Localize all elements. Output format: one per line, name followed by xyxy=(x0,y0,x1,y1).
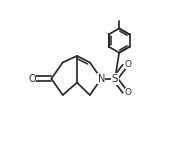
Text: N: N xyxy=(97,74,105,84)
Text: S: S xyxy=(112,74,118,84)
Text: O: O xyxy=(29,74,36,84)
Text: O: O xyxy=(125,60,132,69)
Text: O: O xyxy=(125,88,132,97)
